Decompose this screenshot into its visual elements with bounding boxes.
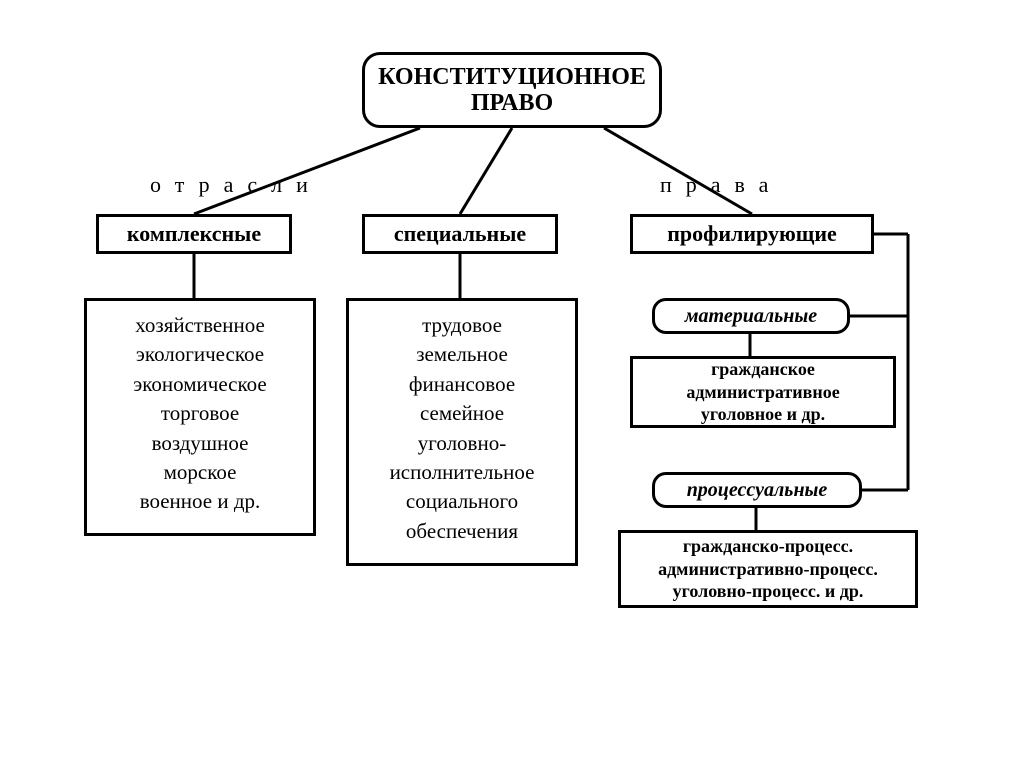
- category-special: специальные: [362, 214, 558, 254]
- content-special: трудовоеземельноефинансовоесемейноеуголо…: [346, 298, 578, 566]
- root-line1: КОНСТИТУЦИОННОЕ: [378, 64, 646, 90]
- root-node: КОНСТИТУЦИОННОЕ ПРАВО: [362, 52, 662, 128]
- content-material: гражданскоеадминистративноеуголовное и д…: [630, 356, 896, 428]
- category-profiling: профилирующие: [630, 214, 874, 254]
- content-complex: хозяйственноеэкологическоеэкономическоет…: [84, 298, 316, 536]
- subcat-material: материальные: [652, 298, 850, 334]
- root-line2: ПРАВО: [471, 90, 553, 116]
- content-procedural: гражданско-процесс.административно-проце…: [618, 530, 918, 608]
- subtitle-left: отрасли: [150, 172, 322, 198]
- category-complex: комплексные: [96, 214, 292, 254]
- subtitle-right: права: [660, 172, 782, 198]
- subcat-procedural: процессуальные: [652, 472, 862, 508]
